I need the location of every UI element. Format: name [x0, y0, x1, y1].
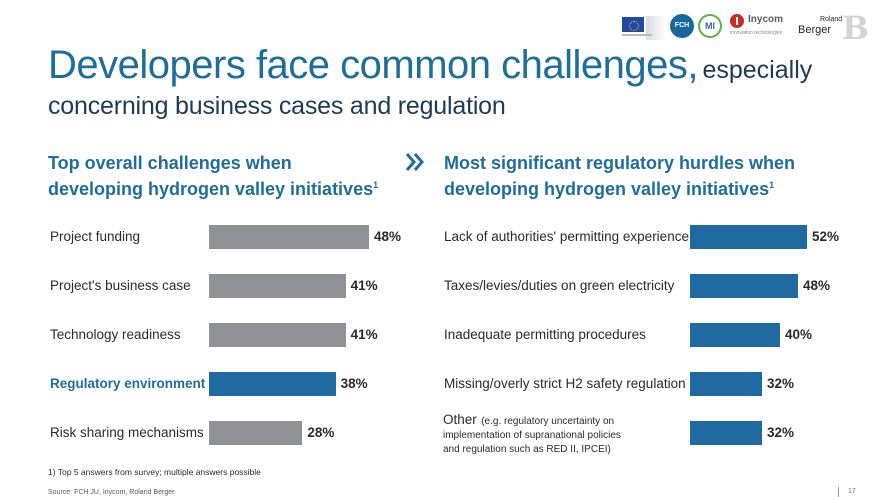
right-bar-label: Inadequate permitting procedures [444, 327, 646, 342]
right-chart-title-line1: Most significant regulatory hurdles when [444, 153, 796, 173]
right-chart-title-line2: developing hydrogen valley initiatives [444, 179, 770, 199]
page-number: 17 [848, 488, 856, 495]
right-bar-value-label: 48% [803, 278, 831, 293]
page-title-especially: especially [702, 56, 813, 84]
left-bar-value-label: 48% [374, 229, 402, 244]
eu-flag-logo [622, 17, 644, 32]
right-chart-title: Most significant regulatory hurdles when… [444, 152, 795, 200]
right-bar-label-other-note-1: (e.g. regulatory uncertainty on [481, 416, 615, 427]
inycom-logo-subtitle: innovation technologies [730, 30, 783, 36]
roland-berger-logo-line1: Roland [820, 16, 843, 23]
left-bar-label: Regulatory environment [50, 376, 206, 391]
partner-logos: FCH MI Inycom innovation technologies Ro… [616, 10, 878, 46]
right-bar [690, 274, 798, 298]
left-bar-value-label: 41% [350, 278, 378, 293]
footnote: 1) Top 5 answers from survey; multiple a… [48, 467, 261, 477]
left-bar-value-label: 28% [307, 425, 335, 440]
right-bar-label: Missing/overly strict H2 safety regulati… [444, 376, 686, 391]
right-bar-label-other-note-3: and regulation such as RED II, IPCEI) [443, 444, 611, 455]
left-chart-title-line1: Top overall challenges when [48, 153, 292, 173]
left-bar [209, 274, 346, 298]
page-subtitle: concerning business cases and regulation [48, 92, 506, 120]
right-bar-value-label: 32% [767, 376, 795, 391]
right-bar [690, 372, 762, 396]
right-bar-label-other: Other (e.g. regulatory uncertainty on im… [443, 412, 621, 456]
source-note: Source: FCH JU, Inycom, Roland Berger [48, 489, 175, 496]
left-bar-label: Technology readiness [50, 327, 181, 342]
fch-logo: FCH [670, 14, 694, 38]
right-chart-title-footnote-mark: 1 [769, 180, 775, 190]
page-title: Developers face common challenges, espec… [48, 43, 812, 88]
left-bar-value-label: 41% [350, 327, 378, 342]
left-chart-title-footnote-mark: 1 [373, 180, 379, 190]
right-bar [690, 421, 762, 445]
right-bar-label: Taxes/levies/duties on green electricity [444, 278, 675, 293]
eu-logo-text-line [622, 34, 652, 36]
right-bar-label-other-note-2: implementation of supranational policies [443, 430, 621, 441]
left-bar [209, 323, 346, 347]
right-bar [690, 323, 780, 347]
inycom-logo-text: Inycom [748, 14, 784, 25]
left-bar [209, 421, 303, 445]
left-bar-label: Project funding [50, 229, 141, 244]
roland-berger-logo-line2: Berger [798, 24, 832, 36]
mi-logo: MI [698, 14, 722, 38]
right-bar-value-label: 32% [767, 425, 795, 440]
left-chart-title: Top overall challenges when developing h… [48, 152, 378, 200]
left-bar-label: Risk sharing mechanisms [50, 425, 204, 440]
right-bar [690, 225, 807, 249]
right-bar-value-label: 40% [785, 327, 813, 342]
left-chart-title-line2: developing hydrogen valley initiatives [48, 179, 374, 199]
right-bar-label-other-main: Other [443, 412, 477, 427]
left-bar-value-label: 38% [340, 376, 368, 391]
right-bar-label: Lack of authorities' permitting experien… [444, 229, 689, 244]
left-bar-label: Project's business case [50, 278, 191, 293]
left-bar [209, 225, 369, 249]
double-chevron-right-icon [405, 153, 424, 171]
right-bar-value-label: 52% [812, 229, 840, 244]
eu-logo-band [646, 16, 666, 40]
page-title-main: Developers face common challenges, [48, 43, 699, 87]
inycom-logo-icon [730, 14, 744, 28]
page-divider [838, 487, 839, 497]
right-chart-title-line2-wrap: developing hydrogen valley initiatives1 [444, 174, 795, 200]
left-bar [209, 372, 336, 396]
roland-berger-logo-mark: B [842, 9, 870, 47]
left-chart-title-line2-wrap: developing hydrogen valley initiatives1 [48, 174, 378, 200]
